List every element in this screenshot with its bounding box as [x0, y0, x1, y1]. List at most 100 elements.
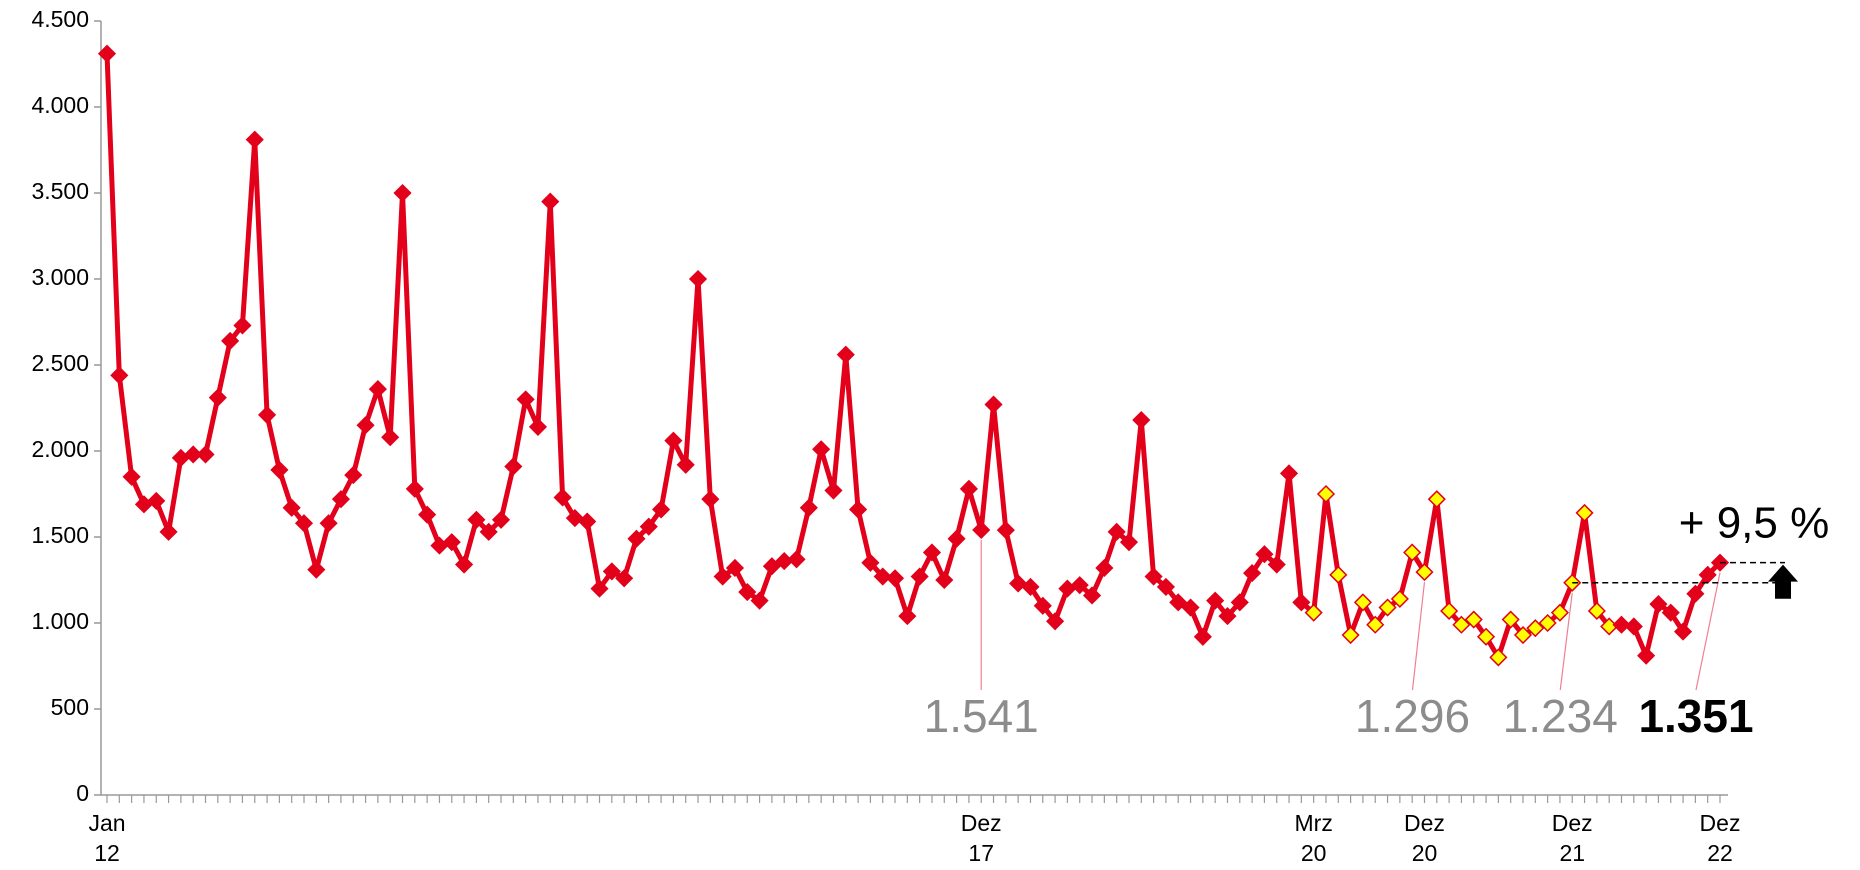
marker [1021, 577, 1040, 596]
marker [1033, 596, 1052, 615]
marker [1292, 593, 1311, 612]
marker [972, 520, 991, 540]
leader-line [1559, 592, 1573, 691]
marker [418, 505, 437, 524]
marker [184, 445, 203, 464]
value-label: 1.234 [1503, 690, 1618, 742]
marker [307, 560, 326, 579]
marker [442, 533, 461, 552]
y-tick-label: 0 [76, 780, 89, 806]
marker [491, 510, 511, 529]
marker [1156, 577, 1175, 596]
marker [1612, 615, 1631, 634]
marker [1489, 648, 1508, 667]
marker [319, 514, 338, 533]
marker [221, 331, 240, 350]
line [104, 53, 1722, 660]
marker [1218, 607, 1237, 626]
y-tick-label: 3.000 [31, 264, 89, 290]
marker [1255, 545, 1274, 564]
marker [1353, 593, 1372, 612]
y-tick-label: 2.000 [31, 436, 89, 462]
leader-line [1695, 572, 1721, 691]
marker [1132, 410, 1151, 430]
marker [159, 522, 178, 541]
x-tick-label: 20 [1301, 840, 1327, 866]
value-label: 1.351 [1638, 690, 1753, 742]
marker [1550, 603, 1569, 622]
x-tick-label: 22 [1707, 840, 1733, 866]
marker [1046, 612, 1065, 631]
marker [1329, 565, 1348, 584]
x-tick-label: Dez [1404, 810, 1445, 836]
marker [1686, 584, 1705, 603]
marker [467, 510, 486, 529]
marker [1649, 595, 1668, 614]
x-tick-label: 12 [94, 840, 120, 866]
marker [1501, 610, 1520, 629]
x-tick-label: 20 [1412, 840, 1438, 866]
y-tick-label: 1.500 [31, 522, 89, 548]
marker [1476, 627, 1496, 646]
annotation: + 9,5 % [1679, 499, 1829, 548]
marker [959, 479, 978, 498]
marker [1095, 558, 1114, 578]
marker [1341, 625, 1360, 645]
marker [331, 490, 351, 509]
marker [602, 562, 621, 581]
y-tick-label: 1.000 [31, 608, 89, 634]
value-label: 1.541 [924, 690, 1039, 742]
marker [738, 582, 757, 602]
x-tick-label: Mrz [1295, 810, 1333, 836]
marker [1661, 603, 1680, 622]
arrow [1768, 564, 1798, 599]
marker [1206, 591, 1225, 610]
marker [344, 466, 363, 485]
y-tick-label: 4.500 [31, 6, 89, 32]
marker [1575, 503, 1594, 522]
marker [196, 445, 215, 464]
marker [1526, 619, 1545, 638]
marker [898, 607, 917, 626]
marker [1193, 627, 1212, 646]
marker [688, 269, 708, 289]
marker [812, 440, 831, 459]
marker [996, 521, 1015, 540]
marker [1637, 646, 1656, 665]
marker [713, 567, 732, 586]
marker [405, 479, 424, 498]
marker [516, 390, 535, 409]
marker [762, 557, 781, 576]
marker [984, 395, 1003, 414]
marker [233, 316, 252, 335]
marker [652, 500, 671, 519]
marker [1304, 603, 1323, 622]
marker [590, 579, 609, 598]
y-tick-label: 3.500 [31, 178, 89, 204]
y-tick-label: 500 [51, 694, 89, 720]
marker [787, 550, 806, 569]
marker [947, 529, 966, 548]
marker [1674, 622, 1693, 641]
marker [836, 345, 855, 364]
marker [393, 183, 412, 203]
marker [1230, 593, 1249, 612]
marker [1440, 601, 1459, 621]
marker [1181, 598, 1200, 617]
marker [122, 467, 141, 486]
marker [294, 514, 314, 533]
marker [1427, 490, 1446, 509]
y-tick-label: 2.500 [31, 350, 89, 376]
marker [1587, 601, 1606, 621]
marker [849, 500, 868, 519]
marker [885, 569, 905, 588]
marker [1082, 586, 1102, 605]
marker [553, 488, 572, 507]
marker [1144, 567, 1163, 586]
marker [861, 553, 880, 572]
marker [1169, 593, 1188, 612]
marker [455, 555, 474, 574]
x-tick-label: Dez [961, 810, 1002, 836]
marker [245, 130, 264, 149]
marker [799, 498, 818, 517]
